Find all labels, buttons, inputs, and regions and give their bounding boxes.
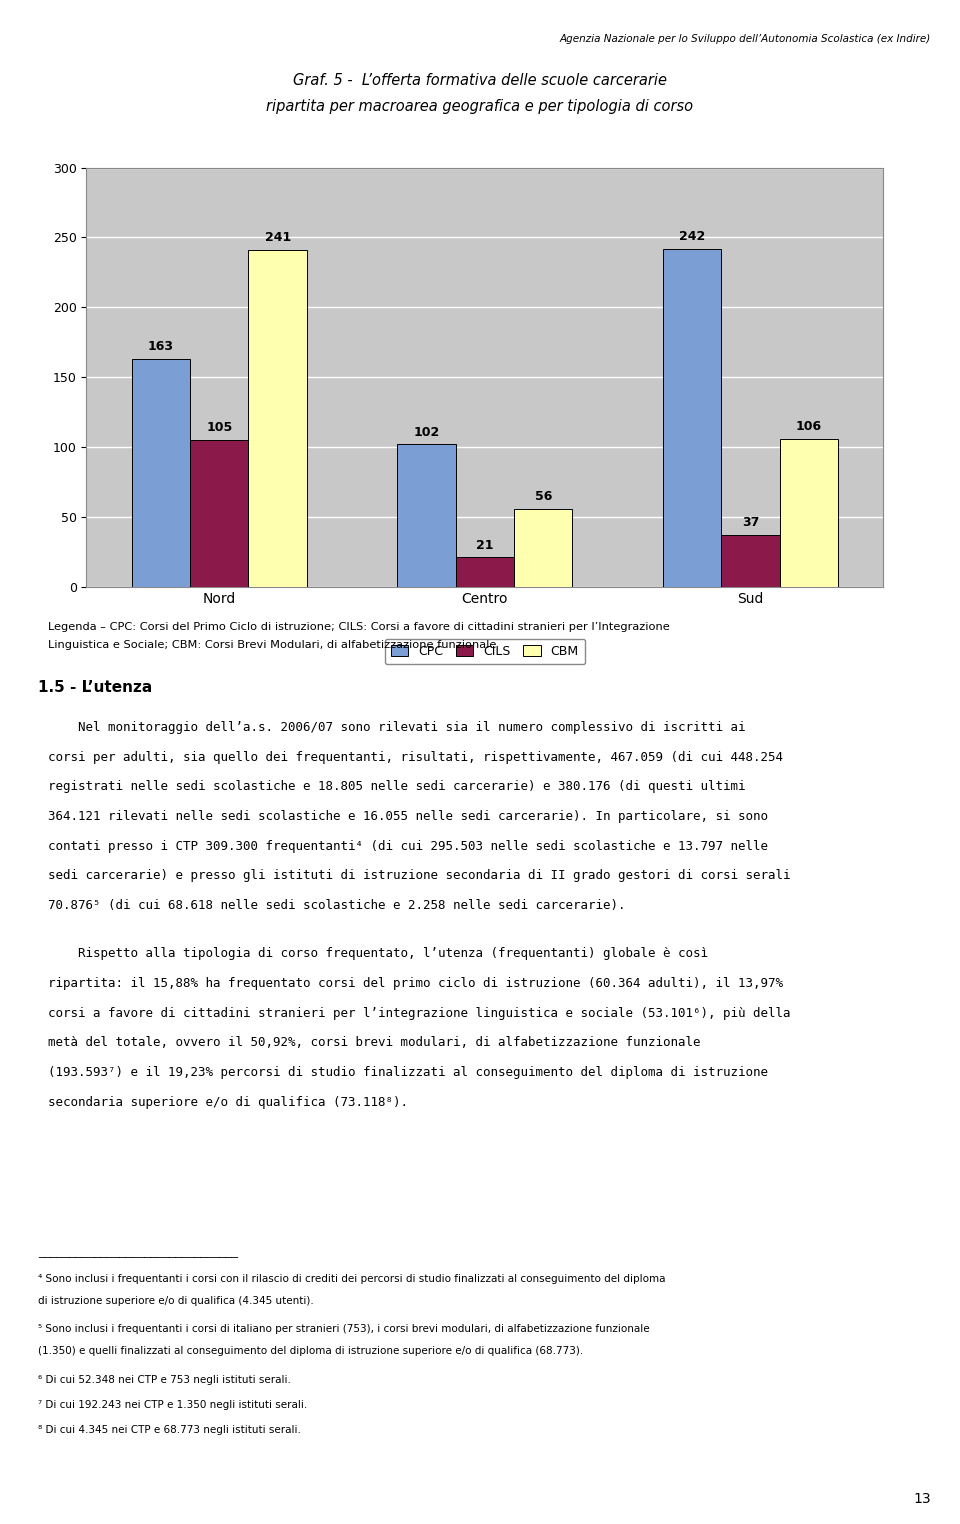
Text: 1.5 - L’utenza: 1.5 - L’utenza: [38, 680, 153, 695]
Text: ⁶ Di cui 52.348 nei CTP e 753 negli istituti serali.: ⁶ Di cui 52.348 nei CTP e 753 negli isti…: [38, 1375, 291, 1385]
Text: 102: 102: [413, 425, 440, 439]
Bar: [397, 443, 456, 587]
Text: secondaria superiore e/o di qualifica (73.118⁸).: secondaria superiore e/o di qualifica (7…: [48, 1096, 408, 1109]
Legend: CPC, CILS, CBM: CPC, CILS, CBM: [385, 639, 585, 664]
Bar: [721, 535, 780, 587]
Text: ⁷ Di cui 192.243 nei CTP e 1.350 negli istituti serali.: ⁷ Di cui 192.243 nei CTP e 1.350 negli i…: [38, 1399, 307, 1410]
Bar: [190, 440, 249, 587]
Text: Linguistica e Sociale; CBM: Corsi Brevi Modulari, di alfabetizzazione funzionale: Linguistica e Sociale; CBM: Corsi Brevi …: [48, 640, 496, 651]
Text: 70.876⁵ (di cui 68.618 nelle sedi scolastiche e 2.258 nelle sedi carcerarie).: 70.876⁵ (di cui 68.618 nelle sedi scolas…: [48, 899, 626, 913]
Bar: [514, 509, 572, 587]
Text: Rispetto alla tipologia di corso frequentato, l’utenza (frequentanti) globale è : Rispetto alla tipologia di corso frequen…: [48, 946, 708, 960]
Text: 106: 106: [796, 421, 822, 433]
Bar: [132, 360, 190, 587]
Text: ripartita per macroarea geografica e per tipologia di corso: ripartita per macroarea geografica e per…: [267, 99, 693, 114]
Text: Agenzia Nazionale per lo Sviluppo dell’Autonomia Scolastica (ex Indire): Agenzia Nazionale per lo Sviluppo dell’A…: [560, 34, 931, 44]
Text: 364.121 rilevati nelle sedi scolastiche e 16.055 nelle sedi carcerarie). In part: 364.121 rilevati nelle sedi scolastiche …: [48, 811, 768, 823]
Text: 241: 241: [265, 232, 291, 244]
Text: (193.593⁷) e il 19,23% percorsi di studio finalizzati al conseguimento del diplo: (193.593⁷) e il 19,23% percorsi di studi…: [48, 1067, 768, 1079]
Text: ⁸ Di cui 4.345 nei CTP e 68.773 negli istituti serali.: ⁸ Di cui 4.345 nei CTP e 68.773 negli is…: [38, 1425, 301, 1436]
Bar: [780, 439, 838, 587]
Text: 105: 105: [206, 422, 232, 434]
Text: Graf. 5 -  L’offerta formativa delle scuole carcerarie: Graf. 5 - L’offerta formativa delle scuo…: [293, 73, 667, 88]
Text: ⁵ Sono inclusi i frequentanti i corsi di italiano per stranieri (753), i corsi b: ⁵ Sono inclusi i frequentanti i corsi di…: [38, 1324, 650, 1335]
Bar: [456, 558, 514, 587]
Text: sedi carcerarie) e presso gli istituti di istruzione secondaria di II grado gest: sedi carcerarie) e presso gli istituti d…: [48, 869, 790, 882]
Text: metà del totale, ovvero il 50,92%, corsi brevi modulari, di alfabetizzazione fun: metà del totale, ovvero il 50,92%, corsi…: [48, 1036, 701, 1050]
Text: 56: 56: [535, 489, 552, 503]
Text: (1.350) e quelli finalizzati al conseguimento del diploma di istruzione superior: (1.350) e quelli finalizzati al consegui…: [38, 1347, 584, 1356]
Text: 21: 21: [476, 539, 493, 552]
Text: 242: 242: [679, 230, 705, 242]
Text: 13: 13: [914, 1492, 931, 1506]
Text: corsi a favore di cittadini stranieri per l’integrazione linguistica e sociale (: corsi a favore di cittadini stranieri pe…: [48, 1006, 790, 1020]
Text: 37: 37: [742, 517, 759, 529]
Text: corsi per adulti, sia quello dei frequentanti, risultati, rispettivamente, 467.0: corsi per adulti, sia quello dei frequen…: [48, 750, 783, 764]
Text: di istruzione superiore e/o di qualifica (4.345 utenti).: di istruzione superiore e/o di qualifica…: [38, 1295, 314, 1306]
Text: ────────────────────────────────: ────────────────────────────────: [38, 1253, 238, 1263]
Text: 163: 163: [148, 340, 174, 354]
Text: Nel monitoraggio dell’a.s. 2006/07 sono rilevati sia il numero complessivo di is: Nel monitoraggio dell’a.s. 2006/07 sono …: [48, 721, 746, 735]
Bar: [662, 248, 721, 587]
Bar: [249, 250, 307, 587]
Text: registrati nelle sedi scolastiche e 18.805 nelle sedi carcerarie) e 380.176 (di : registrati nelle sedi scolastiche e 18.8…: [48, 780, 746, 794]
Text: Legenda – CPC: Corsi del Primo Ciclo di istruzione; CILS: Corsi a favore di citt: Legenda – CPC: Corsi del Primo Ciclo di …: [48, 622, 670, 632]
Text: contati presso i CTP 309.300 frequentanti⁴ (di cui 295.503 nelle sedi scolastich: contati presso i CTP 309.300 frequentant…: [48, 840, 768, 853]
Text: ⁴ Sono inclusi i frequentanti i corsi con il rilascio di crediti dei percorsi di: ⁴ Sono inclusi i frequentanti i corsi co…: [38, 1274, 666, 1285]
Text: ripartita: il 15,88% ha frequentato corsi del primo ciclo di istruzione (60.364 : ripartita: il 15,88% ha frequentato cors…: [48, 977, 783, 991]
